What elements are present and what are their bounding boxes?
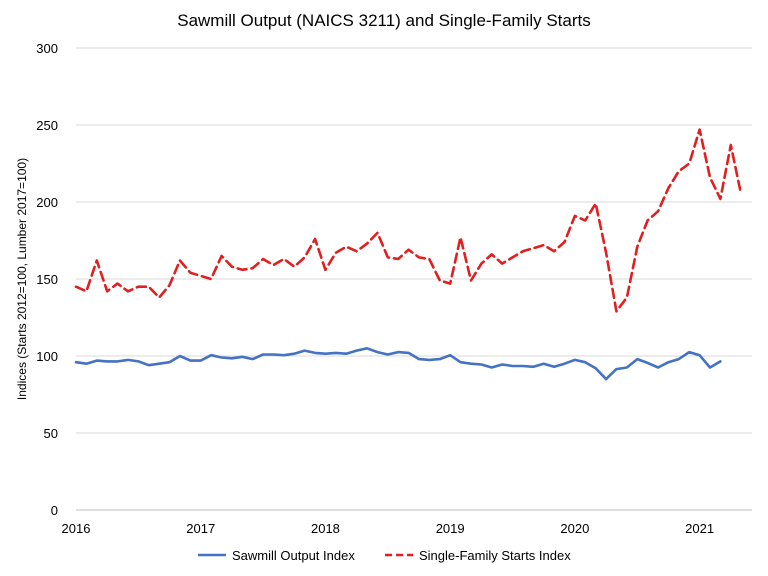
y-axis-label: Indices (Starts 2012=100, Lumber 2017=10… xyxy=(15,158,29,400)
y-tick-label: 0 xyxy=(51,503,58,518)
single-family-starts-line xyxy=(74,128,743,313)
x-tick-label: 2016 xyxy=(62,521,91,536)
sawmill-output-line xyxy=(74,346,722,381)
y-axis-ticks: 0 50 100 150 200 250 300 xyxy=(36,41,58,518)
x-tick-label: 2017 xyxy=(186,521,215,536)
y-tick-label: 250 xyxy=(36,118,58,133)
x-tick-label: 2021 xyxy=(685,521,714,536)
grid xyxy=(76,47,752,511)
y-tick-label: 100 xyxy=(36,349,58,364)
y-tick-label: 50 xyxy=(44,426,58,441)
y-tick-label: 150 xyxy=(36,272,58,287)
x-tick-label: 2020 xyxy=(560,521,589,536)
legend-label-sawmill-output: Sawmill Output Index xyxy=(232,548,355,563)
series-lines xyxy=(74,128,743,381)
y-tick-label: 200 xyxy=(36,195,58,210)
y-tick-label: 300 xyxy=(36,41,58,56)
x-tick-label: 2018 xyxy=(311,521,340,536)
x-tick-label: 2019 xyxy=(436,521,465,536)
x-axis-ticks: 2016 2017 2018 2019 2020 2021 xyxy=(62,521,715,536)
legend: Sawmill Output Index Single-Family Start… xyxy=(198,548,571,563)
chart-title: Sawmill Output (NAICS 3211) and Single-F… xyxy=(177,11,591,30)
legend-label-single-family-starts: Single-Family Starts Index xyxy=(419,548,571,563)
